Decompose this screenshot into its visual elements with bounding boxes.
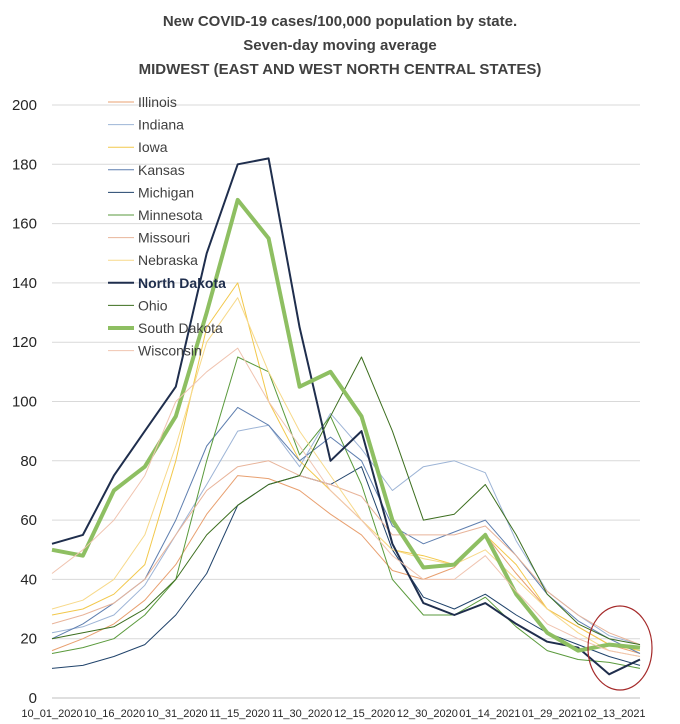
series-line-illinois bbox=[51, 475, 641, 654]
x-tick-label: 01_14_2021 bbox=[459, 708, 520, 720]
y-tick-label: 120 bbox=[12, 334, 37, 351]
legend-label: Nebraska bbox=[138, 252, 198, 268]
y-tick-label: 20 bbox=[20, 631, 37, 648]
legend-label: Minnesota bbox=[138, 207, 203, 223]
series-line-nebraska bbox=[51, 297, 641, 657]
series-line-wisconsin bbox=[51, 347, 641, 657]
y-tick-label: 140 bbox=[12, 275, 37, 292]
legend: Illinois Indiana Iowa Kansas Michigan Minneso… bbox=[108, 94, 226, 359]
legend-label: Iowa bbox=[138, 139, 168, 155]
legend-label: North Dakota bbox=[138, 275, 226, 291]
x-tick-label: 12_30_2020 bbox=[397, 708, 458, 720]
legend-label: Missouri bbox=[138, 230, 190, 246]
x-tick-label: 12_15_2020 bbox=[334, 708, 395, 720]
series-line-minnesota bbox=[51, 356, 641, 669]
x-tick-label: 10_16_2020 bbox=[84, 708, 145, 720]
chart-subtitle: Seven-day moving average bbox=[243, 37, 436, 54]
chart-title: New COVID-19 cases/100,000 population by… bbox=[163, 13, 517, 30]
y-tick-label: 100 bbox=[12, 394, 37, 411]
series-lines bbox=[51, 157, 641, 676]
x-tick-label: 10_31_2020 bbox=[147, 708, 208, 720]
x-tick-label: 01_29_2021 bbox=[522, 708, 583, 720]
series-line-michigan bbox=[51, 466, 641, 669]
chart-subtitle-region: MIDWEST (EAST AND WEST NORTH CENTRAL STA… bbox=[139, 61, 542, 78]
legend-label: South Dakota bbox=[138, 320, 223, 336]
series-line-north-dakota bbox=[51, 157, 641, 676]
x-tick-label: 10_01_2020 bbox=[21, 708, 82, 720]
series-line-kansas bbox=[51, 406, 641, 654]
x-tick-label: 11_30_2020 bbox=[272, 708, 332, 720]
y-tick-label: 0 bbox=[29, 690, 37, 707]
highlight-ellipse bbox=[587, 605, 653, 691]
y-tick-label: 40 bbox=[20, 571, 37, 588]
series-line-indiana bbox=[51, 412, 641, 646]
x-tick-label: 02_13_2021 bbox=[584, 708, 645, 720]
legend-label: Wisconsin bbox=[138, 343, 202, 359]
legend-label: Michigan bbox=[138, 184, 194, 200]
y-tick-label: 180 bbox=[12, 156, 37, 173]
legend-label: Kansas bbox=[138, 162, 185, 178]
legend-label: Ohio bbox=[138, 297, 168, 313]
series-line-missouri bbox=[51, 460, 641, 646]
series-line-ohio bbox=[51, 356, 641, 646]
y-tick-label: 60 bbox=[20, 512, 37, 529]
y-tick-label: 160 bbox=[12, 216, 37, 233]
x-tick-label: 11_15_2020 bbox=[209, 708, 269, 720]
legend-label: Indiana bbox=[138, 117, 184, 133]
series-line-south-dakota bbox=[51, 197, 641, 653]
y-tick-label: 200 bbox=[12, 97, 37, 114]
y-tick-label: 80 bbox=[20, 453, 37, 470]
legend-label: Illinois bbox=[138, 94, 177, 110]
